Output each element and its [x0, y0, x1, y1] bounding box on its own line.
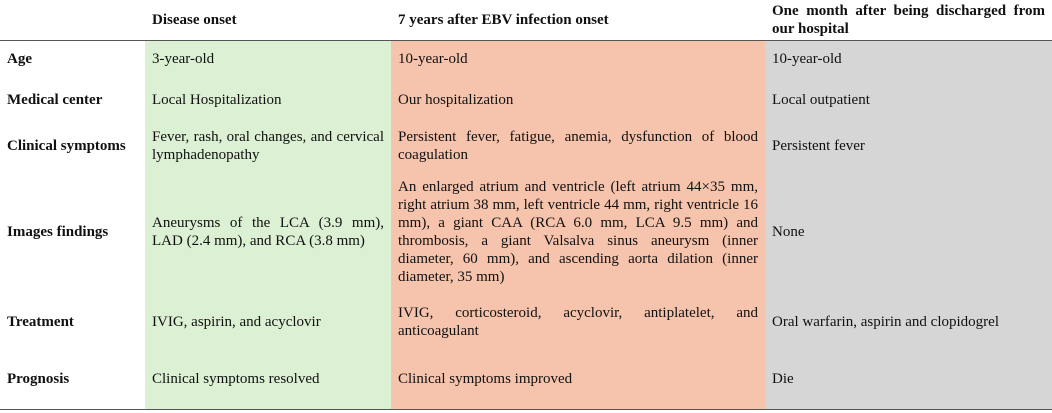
cell-after-discharge: Oral warfarin, aspirin and clopidogrel — [765, 293, 1052, 350]
row-label: Age — [0, 40, 145, 78]
header-disease-onset: Disease onset — [152, 12, 237, 28]
table-row: Medical center Local Hospitalization Our… — [0, 77, 1052, 123]
table-row: Treatment IVIG, aspirin, and acyclovir I… — [0, 293, 1052, 350]
cell-after-discharge: Persistent fever — [765, 122, 1052, 170]
row-label: Prognosis — [0, 349, 145, 410]
cell-onset: 3-year-old — [145, 40, 391, 78]
cell-onset: Local Hospitalization — [145, 77, 391, 123]
cell-after-discharge: None — [765, 169, 1052, 294]
table-row: Age 3-year-old 10-year-old 10-year-old — [0, 40, 1052, 78]
cell-after-ebv: Clinical symptoms improved — [391, 349, 765, 410]
cell-onset: Fever, rash, oral changes, and cervical … — [145, 122, 391, 170]
row-label: Clinical symptoms — [7, 138, 126, 154]
cell-after-ebv: IVIG, corticosteroid, acyclovir, antipla… — [391, 293, 765, 350]
row-label: Images findings — [7, 223, 109, 240]
cell-after-ebv: An enlarged atrium and ventricle (left a… — [391, 169, 765, 294]
cell-onset: IVIG, aspirin, and acyclovir — [145, 293, 391, 350]
cell-onset: Aneurysms of the LCA (3.9 mm), LAD (2.4 … — [145, 169, 391, 294]
row-label: Medical center — [7, 92, 103, 108]
header-row: Disease onset 7 years after EBV infectio… — [0, 0, 1052, 41]
cell-after-ebv: Persistent fever, fatigue, anemia, dysfu… — [391, 122, 765, 170]
cell-after-discharge: Die — [765, 349, 1052, 410]
cell-after-discharge: Local outpatient — [765, 77, 1052, 123]
cell-onset: Clinical symptoms resolved — [145, 349, 391, 410]
cell-after-ebv: 10-year-old — [391, 40, 765, 78]
table-row: Clinical symptoms Fever, rash, oral chan… — [0, 122, 1052, 170]
cell-after-discharge: 10-year-old — [765, 40, 1052, 78]
header-empty — [0, 0, 145, 41]
header-after-ebv: 7 years after EBV infection onset — [398, 12, 609, 28]
cell-after-ebv: Our hospitalization — [391, 77, 765, 123]
row-label: Treatment — [7, 313, 74, 330]
header-after-discharge: One month after being discharged from ou… — [772, 3, 1045, 37]
table-row: Images findings Aneurysms of the LCA (3.… — [0, 169, 1052, 294]
table-row: Prognosis Clinical symptoms resolved Cli… — [0, 349, 1052, 410]
